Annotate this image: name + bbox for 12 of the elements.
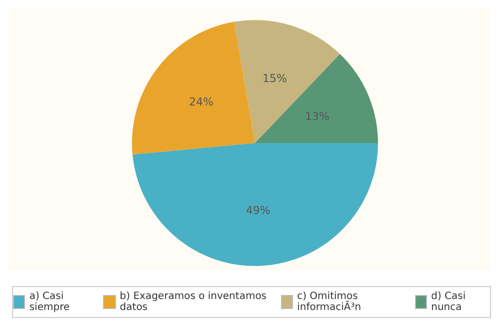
pie-slice: [234, 20, 340, 143]
legend-label: c) Omitimos informaciÃ³n: [297, 291, 362, 313]
pie-slice: [132, 22, 255, 154]
data-label: 15%: [262, 72, 287, 85]
data-label: 49%: [246, 204, 270, 218]
pie-slice: [132, 143, 378, 266]
pie-slice: [255, 54, 378, 143]
legend-label: d) Casi nunca: [431, 291, 467, 313]
data-label: 13%: [304, 110, 330, 123]
legend-label: b) Exageramos o inventamos datos: [120, 291, 268, 313]
legend-label: a) Casi siempre: [29, 291, 71, 313]
data-label: 24%: [189, 95, 214, 108]
